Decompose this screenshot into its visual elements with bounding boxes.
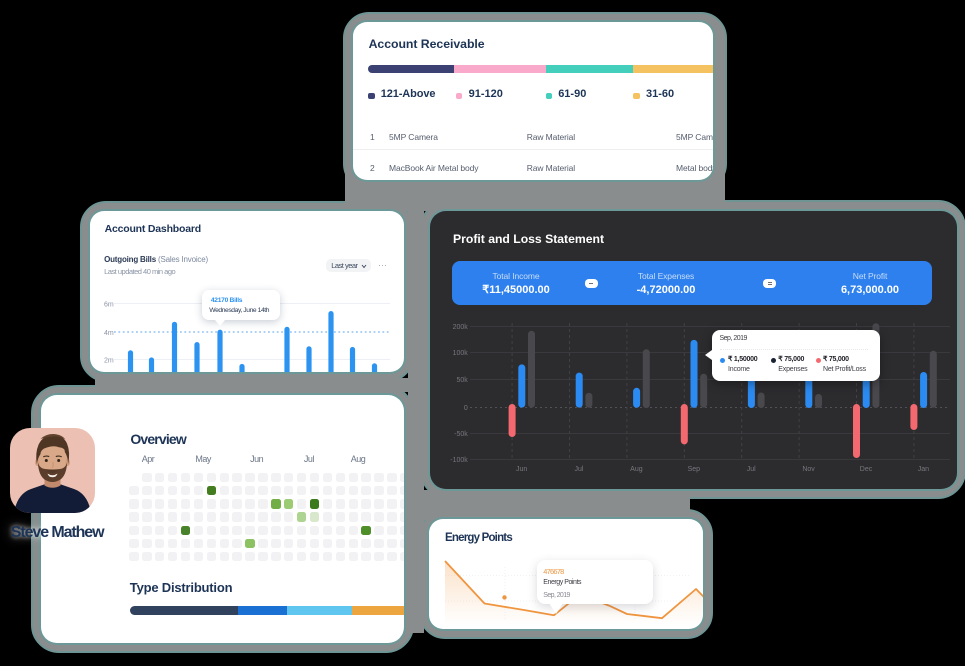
svg-text:6m: 6m — [104, 302, 114, 309]
svg-text:2m: 2m — [104, 358, 114, 365]
svg-text:4m: 4m — [104, 330, 114, 337]
svg-text:0: 0 — [464, 405, 468, 412]
svg-text:Sep: Sep — [688, 466, 701, 473]
svg-text:Dec: Dec — [860, 466, 873, 473]
svg-text:Jul: Jul — [747, 466, 756, 473]
svg-text:200k: 200k — [453, 324, 469, 331]
svg-text:Jan: Jan — [918, 466, 929, 473]
svg-text:Jun: Jun — [516, 466, 527, 473]
svg-text:Nov: Nov — [802, 466, 815, 473]
svg-text:-100k: -100k — [450, 457, 468, 464]
svg-text:50k: 50k — [457, 377, 469, 384]
svg-text:Aug: Aug — [630, 466, 643, 473]
svg-text:100k: 100k — [453, 350, 469, 357]
svg-text:Jul: Jul — [575, 466, 584, 473]
svg-text:-50k: -50k — [454, 431, 468, 438]
